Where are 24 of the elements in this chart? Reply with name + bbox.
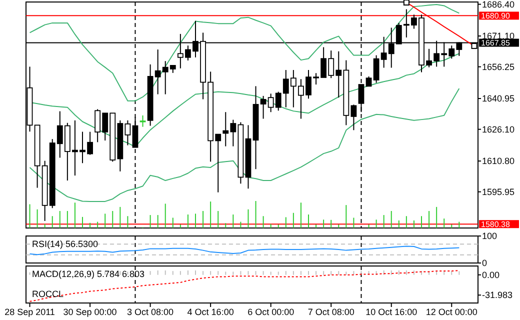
- y-tick-label: -31.983: [482, 290, 513, 300]
- chart-title: RSI(14) 56.5300: [32, 239, 98, 249]
- x-tick-label: 10 Oct 16:00: [366, 307, 418, 317]
- x-tick-label: 28 Sep 2011: [4, 307, 55, 317]
- x-tick-label: 7 Oct 08:00: [308, 307, 354, 317]
- y-tick-label: 1686.40: [482, 0, 515, 10]
- y-tick-label: 1610.80: [482, 156, 515, 166]
- y-tick-label: 1626.10: [482, 124, 515, 134]
- y-tick-label: 0: [482, 258, 488, 268]
- x-tick-label: 3 Oct 08:00: [127, 307, 174, 317]
- ref-line-label: 1667.85: [481, 38, 510, 48]
- x-tick-label: 12 Oct 00:00: [426, 307, 478, 317]
- ref-line-label: 1580.38: [481, 220, 510, 229]
- chart-title: MACD(12,26,9) 5.784 6.803: [32, 269, 145, 279]
- y-tick-label: 0.00: [482, 270, 500, 280]
- x-tick-label: 6 Oct 00:00: [248, 307, 294, 317]
- ref-line-label: 1680.90: [481, 11, 510, 20]
- y-tick-label: 1640.95: [482, 94, 515, 104]
- x-tick-label: 30 Sep 00:00: [63, 307, 117, 317]
- y-tick-label: 100: [482, 231, 498, 242]
- x-tick-label: 4 Oct 16:00: [187, 307, 234, 317]
- y-tick-label: 1656.25: [482, 62, 515, 72]
- y-tick-label: 1595.95: [482, 186, 515, 197]
- annotation: ROCCL: [32, 289, 64, 299]
